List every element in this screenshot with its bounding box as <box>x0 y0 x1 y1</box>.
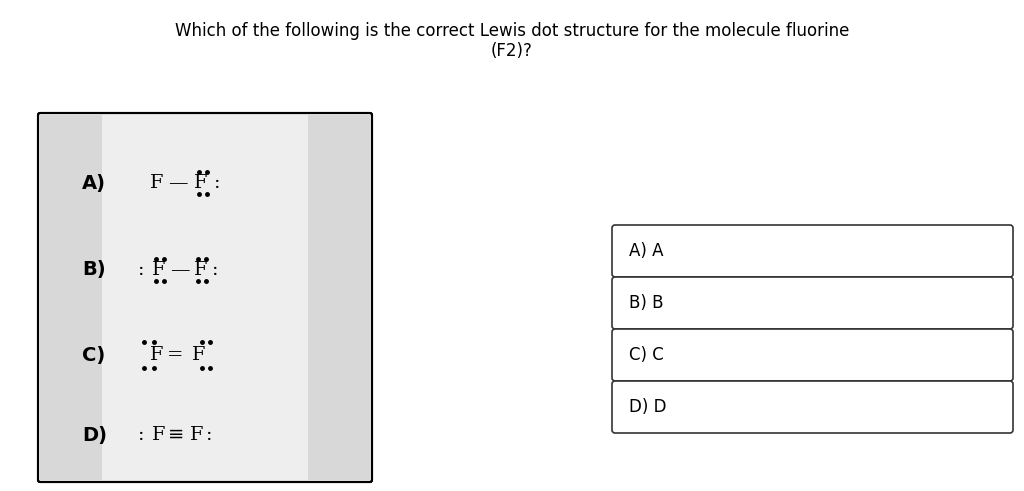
FancyBboxPatch shape <box>612 381 1013 433</box>
Text: F: F <box>150 174 164 192</box>
Text: A): A) <box>82 173 106 192</box>
Text: B): B) <box>82 261 105 279</box>
Text: D): D) <box>82 426 106 444</box>
Text: F: F <box>193 346 206 364</box>
Text: F: F <box>190 426 204 444</box>
Text: :: : <box>138 261 144 279</box>
Text: —: — <box>170 261 189 279</box>
Text: :: : <box>138 426 144 444</box>
Text: A) A: A) A <box>629 242 664 260</box>
Bar <box>40 115 102 480</box>
Text: :: : <box>214 174 220 192</box>
Text: —: — <box>168 174 187 192</box>
Text: D) D: D) D <box>629 398 667 416</box>
Text: ≡: ≡ <box>168 426 184 444</box>
Text: (F2)?: (F2)? <box>492 42 532 60</box>
Text: F: F <box>194 261 208 279</box>
Text: F: F <box>152 426 166 444</box>
Text: :: : <box>212 261 218 279</box>
FancyBboxPatch shape <box>612 277 1013 329</box>
Text: :: : <box>206 426 213 444</box>
Text: F: F <box>150 346 164 364</box>
Text: C) C: C) C <box>629 346 664 364</box>
Text: =: = <box>167 346 183 364</box>
FancyBboxPatch shape <box>612 225 1013 277</box>
Text: Which of the following is the correct Lewis dot structure for the molecule fluor: Which of the following is the correct Le… <box>175 22 849 40</box>
Text: B) B: B) B <box>629 294 664 312</box>
FancyBboxPatch shape <box>612 329 1013 381</box>
Text: C): C) <box>82 346 105 364</box>
Text: F: F <box>152 261 166 279</box>
FancyBboxPatch shape <box>38 113 372 482</box>
Text: F: F <box>194 174 208 192</box>
Bar <box>308 115 370 480</box>
